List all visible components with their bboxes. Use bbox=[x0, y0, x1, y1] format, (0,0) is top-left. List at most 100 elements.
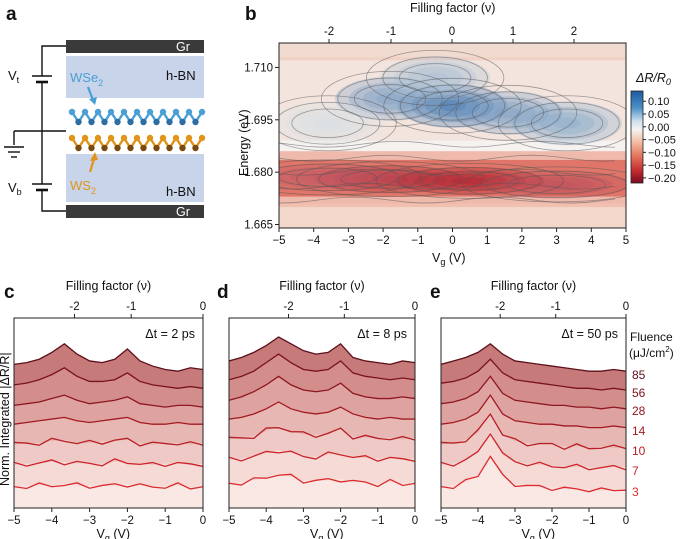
x-tick-label: −5 bbox=[7, 515, 20, 527]
heatmap-blob bbox=[313, 117, 342, 129]
contour-line bbox=[279, 140, 616, 148]
contour-line bbox=[320, 70, 460, 127]
line-panel-d: −5 −4 −3 −2 −1 0 -2 -1 0 Filling factor (ν) Δt = 8… bbox=[222, 279, 418, 539]
colorbar-tick-label: 0.05 bbox=[648, 109, 669, 121]
x-tick-label: −3 bbox=[297, 515, 310, 527]
lattice-atom bbox=[127, 144, 134, 152]
heatmap-blob bbox=[451, 177, 489, 185]
lattice-atom bbox=[101, 118, 108, 126]
series-line-28 bbox=[14, 394, 203, 408]
fluence-title: Fluence bbox=[630, 330, 673, 344]
lattice-atom bbox=[172, 108, 180, 116]
lattice-atom bbox=[153, 118, 160, 126]
lattice-atom bbox=[146, 134, 154, 142]
fluence-value-56: 56 bbox=[632, 386, 646, 400]
contour-line bbox=[530, 108, 604, 138]
ws2-arrowhead bbox=[90, 152, 98, 161]
heatmap-blob bbox=[539, 112, 595, 135]
device-schematic: Gr h-BN h-BN Gr WSe2 WS2 Vt Vb bbox=[4, 40, 206, 219]
fluence-value-3: 3 bbox=[632, 485, 639, 499]
delay-label: Δt = 2 ps bbox=[145, 327, 195, 341]
x-tick-label: −1 bbox=[371, 515, 384, 527]
fluence-value-85: 85 bbox=[632, 368, 646, 382]
heatmap-contours bbox=[279, 50, 626, 204]
x-tick-label: −2 bbox=[377, 235, 390, 247]
x-tick-label: 4 bbox=[588, 235, 595, 247]
series-fill-3 bbox=[441, 454, 626, 508]
x-tick-label: −3 bbox=[508, 515, 521, 527]
lattice-atom bbox=[198, 108, 206, 116]
fluence-value-14: 14 bbox=[632, 424, 646, 438]
gr-bottom-label: Gr bbox=[176, 205, 190, 219]
x-tick-label: −2 bbox=[334, 515, 347, 527]
x-tick-label: 1 bbox=[484, 235, 490, 247]
x-tick-label: −3 bbox=[83, 515, 96, 527]
contour-line bbox=[399, 84, 506, 128]
contour-line bbox=[383, 77, 522, 134]
heatmap-panel-b: −5 −4 −3 −2 −1 0 1 2 3 4 5 1.710 1.695 1.680 1.665 -2 -1… bbox=[237, 1, 676, 267]
top-xlabel: Filling factor (ν) bbox=[279, 279, 364, 293]
top-tick-label: -1 bbox=[386, 26, 396, 38]
top-xlabel: Filling factor (ν) bbox=[66, 279, 151, 293]
colorbar-tick-label: −0.20 bbox=[648, 173, 676, 185]
fluence-value-28: 28 bbox=[632, 404, 646, 418]
top-tick-label: -2 bbox=[283, 301, 293, 313]
series-line-14 bbox=[229, 401, 415, 420]
line-panel-e: −5 −4 −3 −2 −1 0 -2 -1 0 Filling factor (ν) Δt = 5… bbox=[434, 279, 629, 539]
heatmap-blob bbox=[308, 173, 347, 181]
heatmap-blob bbox=[300, 112, 356, 135]
top-tick-label: -2 bbox=[324, 26, 334, 38]
x-tick-label: −1 bbox=[411, 235, 424, 247]
colorbar-tick-label: −0.15 bbox=[648, 160, 676, 172]
top-tick-label: 0 bbox=[200, 301, 206, 313]
lattice-atom bbox=[192, 144, 199, 152]
series-line-7 bbox=[229, 450, 415, 462]
lattice-atom bbox=[159, 108, 167, 116]
contour-line bbox=[398, 167, 542, 195]
heatmap-blob bbox=[315, 165, 466, 194]
heatmap-blob bbox=[413, 170, 527, 192]
lattice-atom bbox=[198, 134, 206, 142]
fluence-unit: (μJ/cm2) bbox=[629, 345, 674, 360]
ws2-lattice bbox=[68, 134, 206, 152]
wse2-arrow bbox=[86, 86, 95, 101]
lattice-atom bbox=[120, 134, 128, 142]
series-line-3 bbox=[229, 473, 415, 488]
contour-line bbox=[455, 91, 561, 135]
lattice-atom bbox=[133, 108, 141, 116]
vb-label: Vb bbox=[8, 180, 22, 197]
heatmap-blob bbox=[394, 166, 545, 195]
series-fill-3 bbox=[14, 484, 203, 508]
heatmap-blob bbox=[333, 168, 447, 190]
x-tick-label: 0 bbox=[412, 515, 418, 527]
lattice-atom bbox=[81, 108, 89, 116]
xlabel: Vg (V) bbox=[522, 527, 556, 539]
series-line-28 bbox=[441, 375, 626, 410]
x-tick-label: −2 bbox=[545, 515, 558, 527]
contour-line bbox=[497, 95, 626, 152]
series-line-85 bbox=[441, 343, 626, 372]
line-plot-area bbox=[441, 343, 626, 508]
series-line-85 bbox=[14, 343, 203, 372]
contour-line bbox=[507, 174, 606, 194]
x-tick-label: −4 bbox=[471, 515, 485, 527]
delay-label: Δt = 8 ps bbox=[357, 327, 407, 341]
colorbar-tick-label: −0.10 bbox=[648, 147, 676, 159]
series-line-10 bbox=[229, 427, 415, 441]
lattice-atom bbox=[114, 144, 121, 152]
contour-line bbox=[279, 163, 400, 192]
x-tick-label: −5 bbox=[434, 515, 447, 527]
heatmap-blob bbox=[371, 175, 409, 183]
heatmap-top-xlabel: Filling factor (ν) bbox=[410, 1, 495, 15]
contour-line bbox=[279, 168, 616, 176]
panel-label-d: d bbox=[217, 282, 229, 303]
lattice-atom bbox=[172, 134, 180, 142]
vt-label: Vt bbox=[8, 68, 20, 85]
x-tick-label: −5 bbox=[222, 515, 235, 527]
x-tick-label: −2 bbox=[121, 515, 134, 527]
lattice-atom bbox=[140, 144, 147, 152]
top-tick-label: -1 bbox=[551, 301, 561, 313]
heatmap-field bbox=[279, 43, 626, 228]
fluence-value-10: 10 bbox=[632, 444, 646, 458]
